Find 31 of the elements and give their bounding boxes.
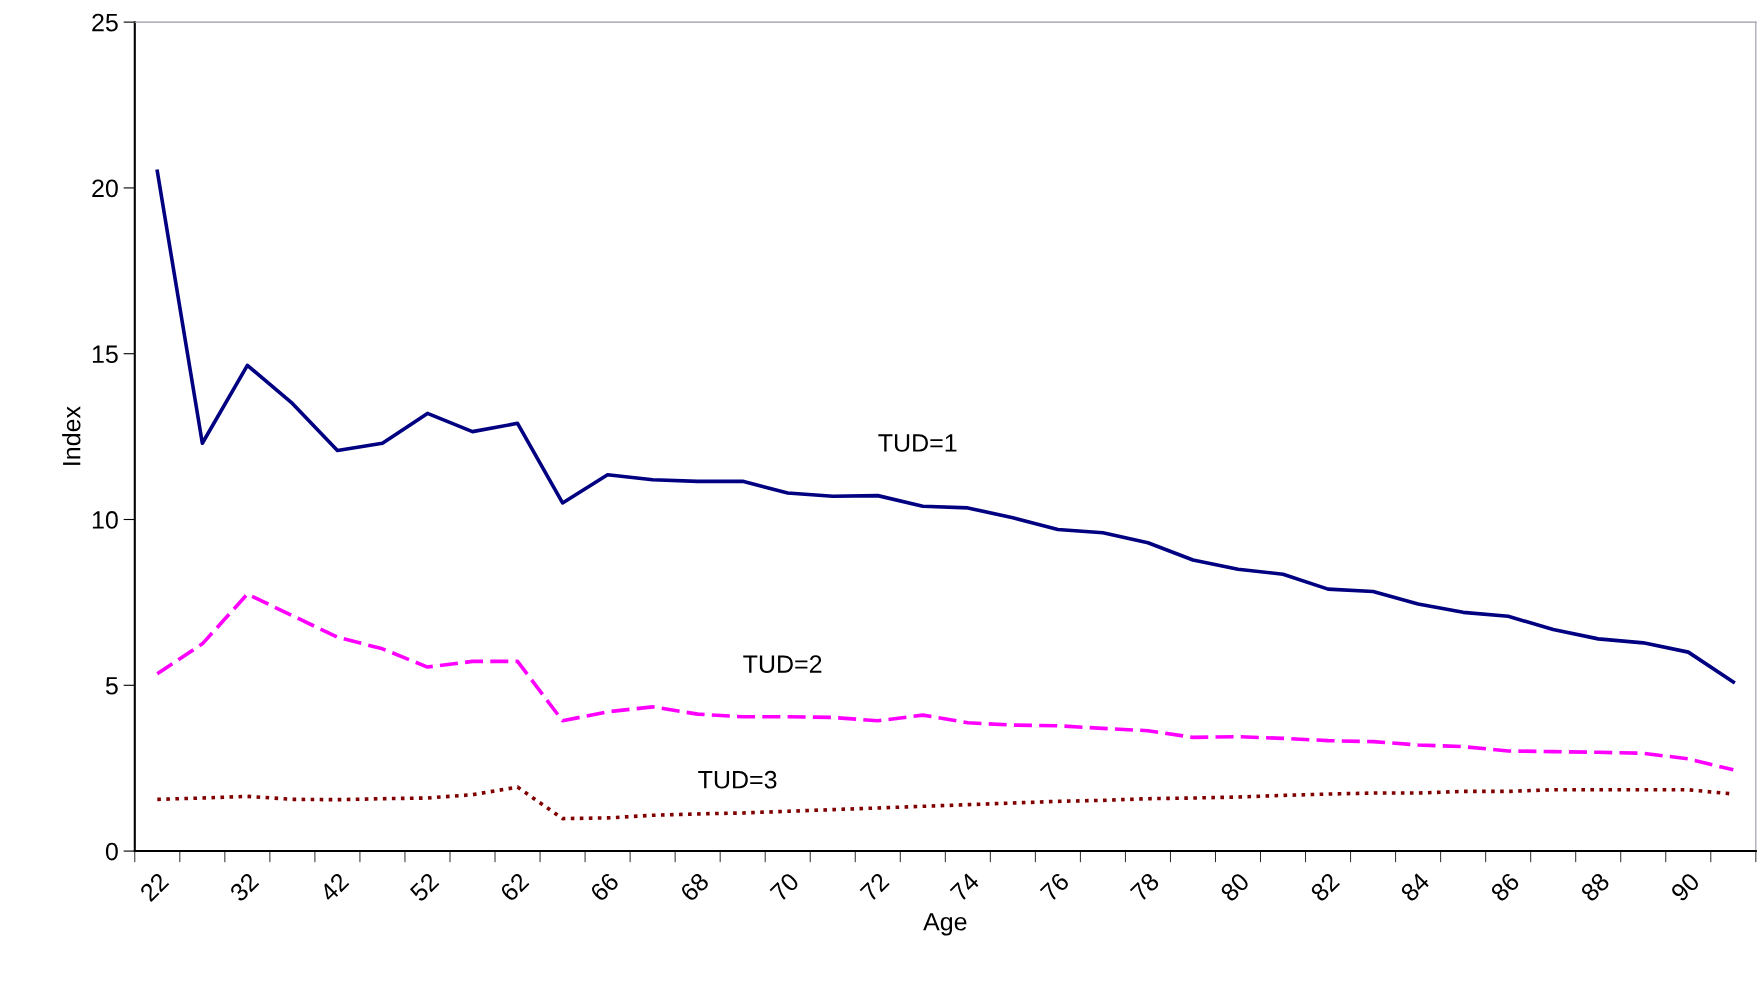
x-tick-label: 70 (769, 871, 801, 903)
x-tick-label: 32 (228, 871, 260, 903)
x-tick-label: 88 (1579, 871, 1611, 903)
x-tick-label: 42 (318, 871, 350, 903)
series-label: TUD=1 (878, 434, 957, 452)
x-tick-label: 78 (1129, 871, 1161, 903)
x-tick-label: 90 (1669, 871, 1701, 903)
x-tick-label: 62 (499, 871, 530, 903)
x-tick-label: 68 (679, 871, 710, 903)
y-tick-label: 25 (92, 13, 118, 32)
y-tick-label: 10 (92, 511, 118, 529)
y-tick-label: 15 (92, 345, 118, 364)
x-tick-label: 80 (1219, 871, 1251, 903)
x-tick-label: 22 (139, 871, 170, 903)
x-tick-label: 86 (1489, 871, 1521, 903)
series-label: TUD=3 (698, 770, 777, 789)
y-tick-label: 5 (105, 677, 118, 695)
y-tick-label: 20 (92, 179, 118, 198)
series-label: TUD=2 (743, 655, 822, 673)
x-tick-label: 76 (1039, 871, 1071, 903)
y-tick-label: 0 (105, 842, 118, 861)
x-tick-label: 66 (589, 871, 620, 903)
x-tick-label: 82 (1309, 871, 1341, 903)
x-axis-title: Age (923, 913, 967, 936)
x-tick-label: 84 (1399, 871, 1431, 903)
x-tick-label: 52 (408, 871, 440, 903)
line-series (155, 592, 1736, 772)
y-axis-title: Index (62, 406, 81, 465)
line-series (155, 169, 1736, 684)
x-tick-label: 74 (949, 871, 981, 903)
x-tick-label: 72 (859, 871, 890, 903)
